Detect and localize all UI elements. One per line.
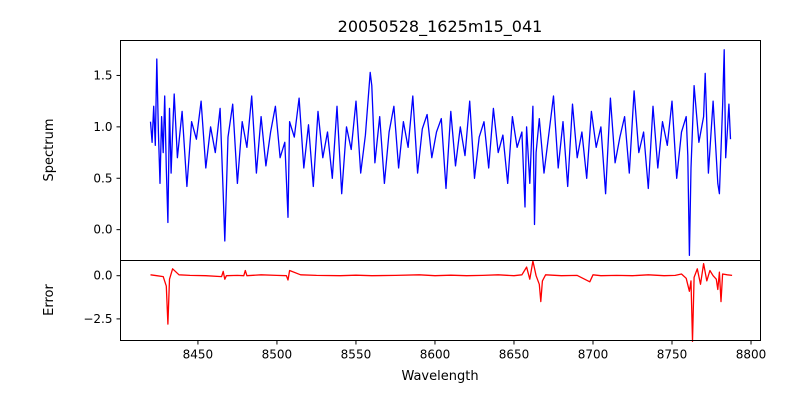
error-x-ticks: 8450 8500 8550 8600 8650 8700 8750 8800: [183, 340, 767, 362]
x-tick-label: 8750: [657, 348, 688, 362]
spectrum-series-line: [149, 49, 732, 257]
error-y-ticks: 0.0 −2.5: [83, 269, 121, 326]
x-tick-label: 8550: [341, 348, 372, 362]
spectrum-y-ticks: 0.0 0.5 1.0 1.5: [93, 68, 121, 237]
x-tick-label: 8450: [183, 348, 214, 362]
spectrum-series-group: [149, 49, 732, 257]
spectrum-y-tick-label: 0.0: [93, 223, 112, 237]
chart-title: 20050528_1625m15_041: [338, 17, 543, 37]
error-y-axis-label: Error: [42, 284, 57, 316]
spectrum-panel: 0.0 0.5 1.0 1.5 Spectrum: [42, 40, 761, 261]
error-y-tick-label: 0.0: [93, 269, 112, 283]
error-y-tick-label: −2.5: [83, 312, 112, 326]
spectrum-y-axis-label: Spectrum: [42, 119, 57, 182]
error-series-group: [150, 260, 733, 343]
x-tick-label: 8650: [499, 348, 530, 362]
x-axis-label: Wavelength: [401, 369, 478, 384]
error-axes-frame: [120, 260, 761, 341]
x-tick-label: 8600: [420, 348, 451, 362]
error-panel: 0.0 −2.5 8450 8500 8550 8600 8650 8700 8750 8800…: [42, 260, 767, 362]
x-tick-label: 8500: [262, 348, 293, 362]
spectrum-y-tick-label: 0.5: [93, 171, 112, 185]
x-tick-label: 8700: [578, 348, 609, 362]
spectrum-y-tick-label: 1.0: [93, 120, 112, 134]
spectrum-y-tick-label: 1.5: [93, 68, 112, 82]
error-series-line: [150, 260, 733, 343]
x-tick-label: 8800: [736, 348, 767, 362]
